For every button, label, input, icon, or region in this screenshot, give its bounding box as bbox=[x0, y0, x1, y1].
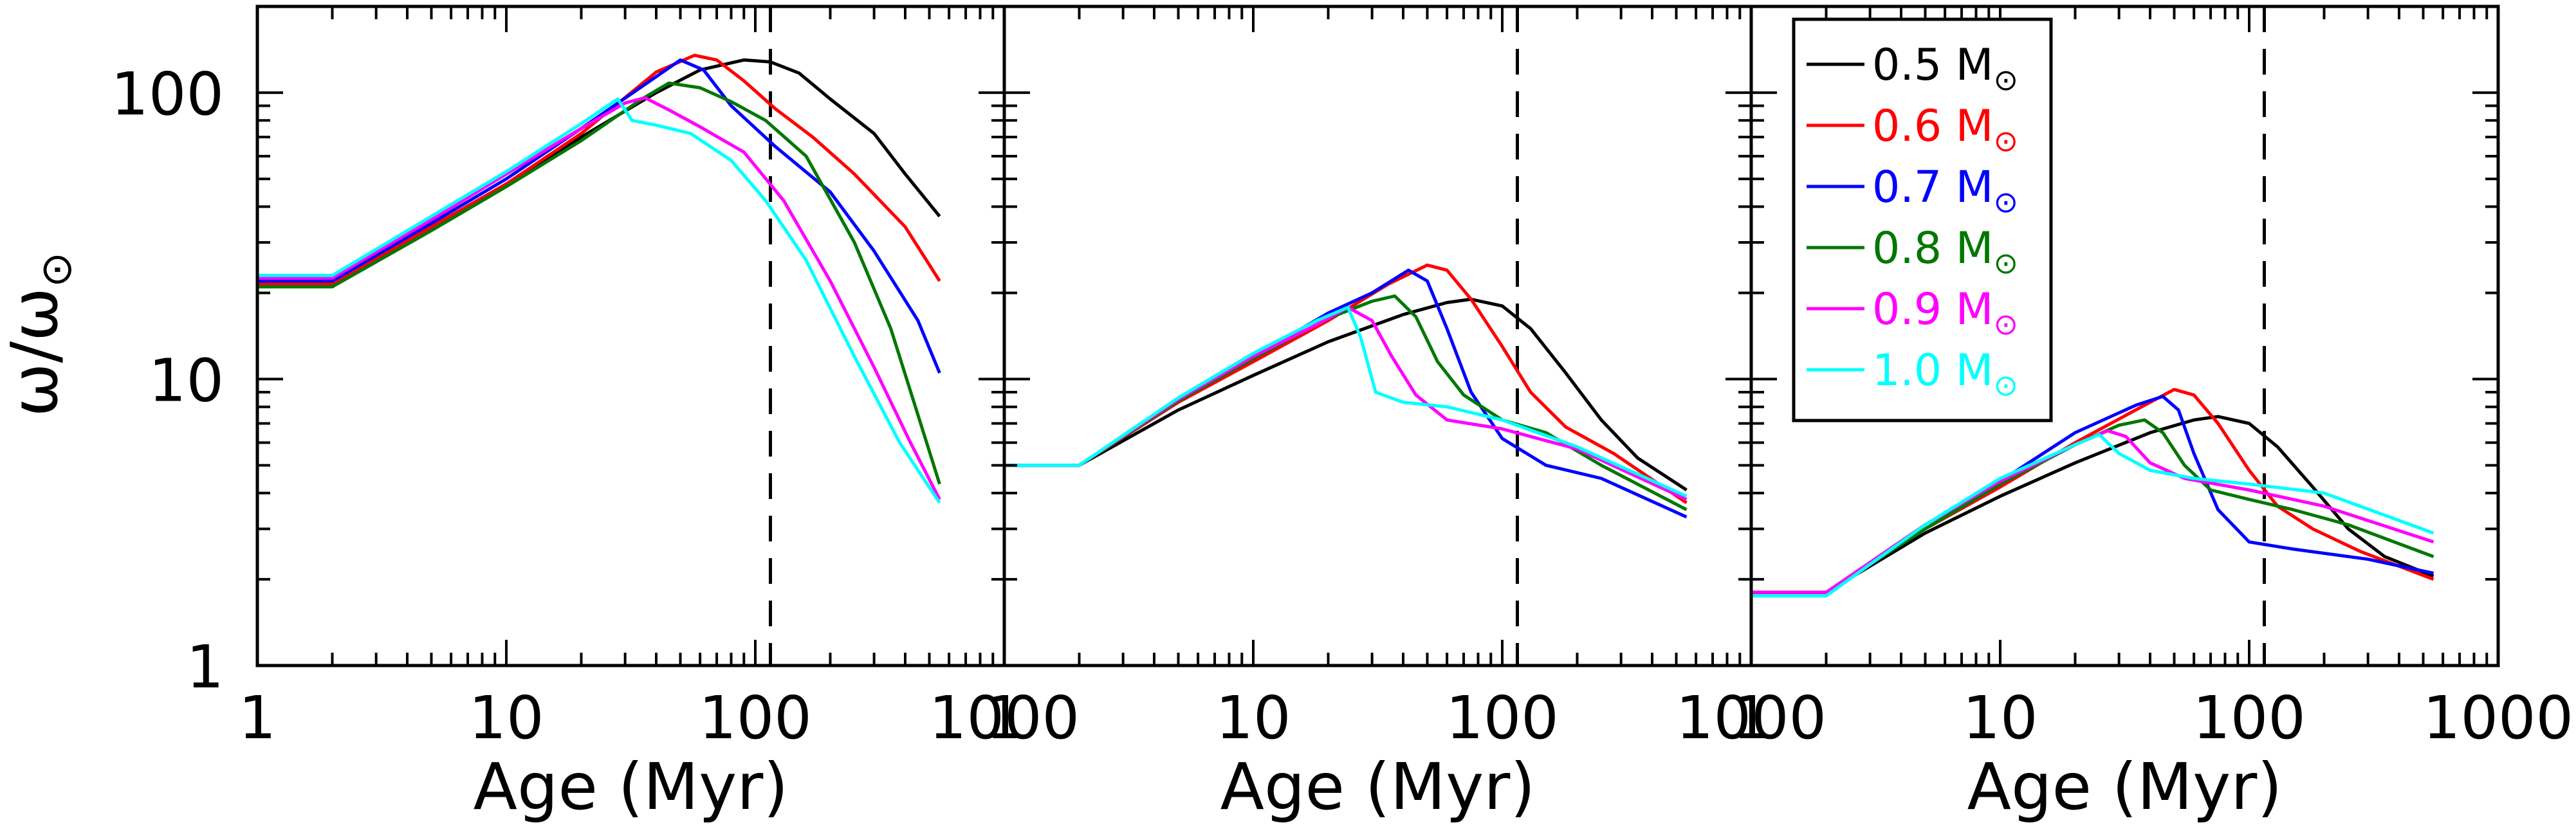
panel-3-x-axis-title: Age (Myr) bbox=[1967, 749, 2283, 824]
legend-label-value: 0.9 M bbox=[1872, 284, 1993, 335]
panel-1-series-0-6 bbox=[257, 53, 941, 286]
panel-1-series-0-8 bbox=[257, 81, 941, 485]
panel-3-xtick-label: 1000 bbox=[2423, 684, 2573, 752]
ytick-label: 1 bbox=[186, 633, 224, 702]
panel-2-frame bbox=[1002, 5, 1753, 667]
y-axis-title-main: ω/ω bbox=[0, 287, 72, 417]
legend-label-sub: ⊙ bbox=[1993, 123, 2018, 158]
panel-1-xtick-label: 1000 bbox=[929, 684, 1080, 752]
panel-3-xtick-label: 1 bbox=[1733, 684, 1771, 752]
ytick-label: 10 bbox=[149, 347, 224, 415]
panel-2-series-0-6 bbox=[1004, 263, 1688, 504]
legend-label-value: 0.8 M bbox=[1872, 223, 1993, 274]
panel-1-series-1-0 bbox=[257, 97, 941, 504]
panel-3-series-1-0 bbox=[1751, 433, 2434, 598]
panel-3-series-0-8 bbox=[1751, 418, 2434, 594]
legend-label-sub: ⊙ bbox=[1993, 246, 2018, 280]
panel-3-xtick-label: 10 bbox=[1962, 684, 2038, 752]
y-axis-title: ω/ω⊙ bbox=[0, 252, 81, 417]
panel-3-xtick-label: 100 bbox=[2193, 684, 2306, 752]
panel-2-xtick-label: 1 bbox=[986, 684, 1024, 752]
panel-3-series-0-5 bbox=[1751, 415, 2434, 594]
panel-1-series-0-5 bbox=[257, 58, 941, 286]
panel-2-x-axis-title: Age (Myr) bbox=[1220, 749, 1536, 824]
panel-1-series-0-9 bbox=[257, 96, 941, 500]
panel-1-x-axis-title: Age (Myr) bbox=[474, 749, 789, 824]
panel-2-series-0-5 bbox=[1004, 297, 1688, 492]
legend-label-0-9: 0.9 M⊙ bbox=[1872, 284, 2018, 341]
legend-label-value: 1.0 M bbox=[1872, 345, 1993, 396]
panel-3-frame bbox=[1749, 5, 2500, 667]
legend-label-sub: ⊙ bbox=[1993, 62, 2018, 97]
panel-2-series-1-0 bbox=[1004, 305, 1688, 498]
panel-2-xtick-label: 100 bbox=[1446, 684, 1559, 752]
panel-1-series-0-7 bbox=[257, 58, 941, 374]
legend-label-0-7: 0.7 M⊙ bbox=[1872, 162, 2018, 219]
legend-label-value: 0.5 M bbox=[1872, 40, 1993, 91]
panel-1-xtick-label: 1 bbox=[239, 684, 277, 752]
panel-1-xtick-label: 100 bbox=[699, 684, 812, 752]
legend-label-sub: ⊙ bbox=[1993, 185, 2018, 219]
legend-label-value: 0.7 M bbox=[1872, 162, 1993, 213]
ytick-label: 100 bbox=[111, 60, 224, 129]
legend-label-0-6: 0.6 M⊙ bbox=[1872, 101, 2018, 158]
legend-label-1-0: 1.0 M⊙ bbox=[1872, 345, 2018, 403]
legend-label-0-5: 0.5 M⊙ bbox=[1872, 40, 2018, 97]
legend-label-value: 0.6 M bbox=[1872, 101, 1993, 152]
panel-2-xtick-label: 1000 bbox=[1676, 684, 1826, 752]
panel-2-series-0-8 bbox=[1004, 294, 1688, 511]
legend-box bbox=[1792, 17, 2053, 422]
legend-label-sub: ⊙ bbox=[1993, 368, 2018, 403]
y-axis-title-sub: ⊙ bbox=[32, 252, 81, 287]
panel-1-xtick-label: 10 bbox=[468, 684, 544, 752]
legend-label-sub: ⊙ bbox=[1993, 307, 2018, 341]
panel-2-xtick-label: 10 bbox=[1215, 684, 1291, 752]
legend-label-0-8: 0.8 M⊙ bbox=[1872, 223, 2018, 280]
